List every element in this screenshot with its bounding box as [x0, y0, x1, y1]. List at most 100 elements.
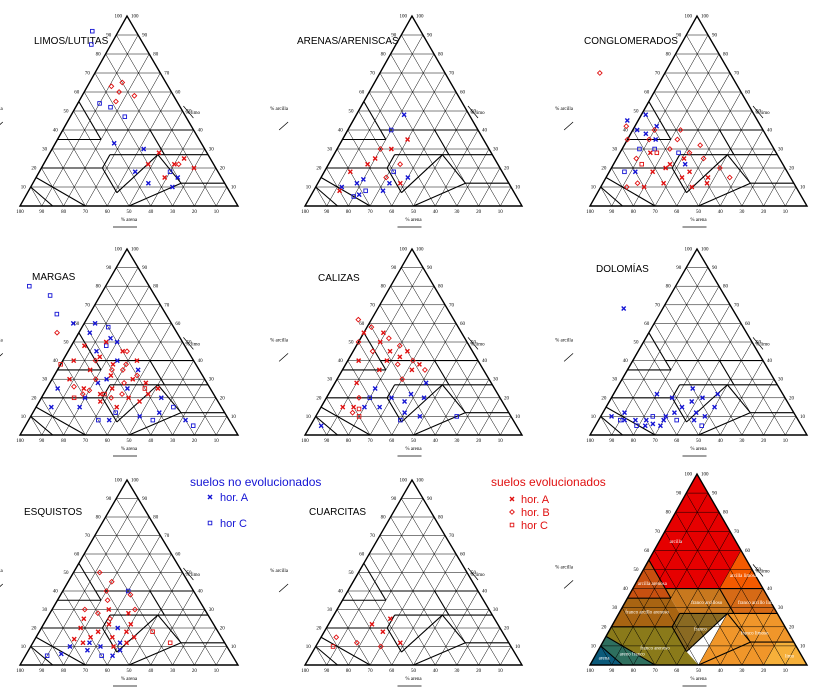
data-point	[663, 165, 669, 171]
data-point	[663, 413, 669, 419]
tick-label-clay: 50	[64, 571, 70, 576]
texture-boundary	[157, 154, 182, 184]
tick-label-clay: 70	[655, 530, 661, 535]
legend-marker	[509, 496, 515, 502]
data-point	[340, 404, 346, 410]
tick-label-sand: 90	[609, 210, 615, 215]
tick-label-clay: 50	[349, 341, 355, 346]
tick-label-sand: 60	[674, 439, 680, 444]
tick-label-silt: 100	[131, 479, 139, 484]
texture-boundary	[95, 129, 102, 140]
tick-label-sand: 80	[61, 210, 67, 215]
data-point	[126, 395, 132, 401]
grid-line-sand	[621, 379, 656, 436]
data-point	[651, 127, 658, 133]
grid-line-silt	[172, 148, 205, 207]
texture-label: arena	[599, 656, 611, 661]
arrow-limo	[467, 337, 479, 350]
tick-label-silt: 70	[164, 534, 170, 539]
tick-label-clay: 80	[666, 511, 672, 516]
texture-boundary	[128, 642, 182, 666]
data-point	[67, 644, 73, 649]
tick-label-sand: 80	[631, 210, 637, 215]
data-point	[121, 379, 128, 386]
data-point	[114, 404, 120, 410]
arrow-arcilla	[278, 353, 289, 362]
tick-label-sand: 20	[761, 210, 767, 215]
data-point	[99, 653, 104, 659]
tick-label-sand: 20	[192, 439, 198, 444]
axis-label-arcilla: % arcilla	[0, 569, 3, 574]
tick-label-clay: 60	[359, 553, 365, 558]
data-point	[365, 161, 371, 167]
tick-label-silt: 30	[209, 148, 215, 153]
data-point	[417, 413, 423, 419]
tick-label-sand: 40	[718, 669, 724, 674]
tick-label-silt: 60	[460, 322, 466, 327]
data-point	[396, 342, 403, 349]
grid-line-silt	[369, 535, 446, 666]
axis-label-arcilla: % arcilla	[270, 569, 289, 574]
panel-title: MARGAS	[32, 272, 76, 283]
tick-label-silt: 50	[187, 571, 193, 576]
grid-line-silt	[128, 572, 183, 666]
grid-line-silt	[741, 379, 775, 436]
tick-label-clay: 20	[31, 627, 37, 632]
data-point	[87, 367, 93, 373]
texture-boundary	[320, 406, 371, 436]
tick-label-silt: 40	[767, 129, 773, 134]
data-point	[609, 413, 615, 419]
axis-label-arcilla: % arcilla	[555, 565, 574, 570]
texture-boundary	[315, 646, 338, 666]
tick-label-sand: 90	[324, 439, 330, 444]
data-point	[679, 175, 685, 180]
texture-boundary	[648, 332, 666, 361]
tick-label-sand: 100	[16, 439, 24, 444]
texture-label: franco arcilloso	[691, 601, 723, 606]
data-point	[398, 417, 403, 423]
data-point	[355, 339, 362, 345]
tick-label-silt: 20	[789, 396, 795, 401]
tick-label-sand: 90	[609, 439, 615, 444]
tick-label-sand: 50	[127, 669, 133, 674]
tick-label-silt: 100	[416, 479, 424, 484]
texture-boundary	[726, 613, 751, 643]
texture-boundary	[671, 154, 681, 169]
tick-label-clay: 20	[601, 167, 607, 172]
data-point	[657, 423, 663, 429]
tick-label-sand: 90	[324, 210, 330, 215]
tick-label-clay: 70	[655, 303, 661, 308]
texture-label: franco arcillo limoso	[738, 601, 780, 606]
tick-label-silt: 30	[778, 148, 784, 153]
grid-line-silt	[215, 186, 228, 207]
data-point	[397, 180, 403, 186]
tick-label-clay: 100	[115, 15, 123, 20]
tick-label-silt: 50	[471, 110, 477, 115]
tick-label-silt: 80	[438, 516, 444, 521]
tick-label-clay: 100	[115, 479, 123, 484]
data-point	[377, 404, 383, 410]
tick-label-silt: 30	[778, 378, 784, 383]
tick-label-silt: 80	[153, 285, 159, 290]
data-point	[622, 169, 627, 175]
tick-label-sand: 10	[783, 669, 789, 674]
data-point	[637, 146, 642, 152]
grid-line-silt	[741, 607, 775, 666]
grid-line-silt	[500, 646, 512, 666]
grid-line-sand	[336, 148, 371, 207]
tick-label-clay: 10	[21, 186, 27, 191]
data-point	[650, 414, 656, 419]
grid-line-sand	[336, 609, 371, 666]
data-point	[356, 394, 362, 401]
tick-label-sand: 20	[192, 210, 198, 215]
tick-label-clay: 20	[31, 396, 37, 401]
texture-boundary	[671, 613, 681, 628]
data-point	[111, 140, 117, 146]
data-point	[108, 104, 113, 110]
tick-label-sand: 50	[127, 439, 133, 444]
data-point	[409, 367, 415, 373]
data-point	[405, 175, 411, 180]
data-point	[54, 311, 60, 317]
tick-label-clay: 70	[85, 534, 91, 539]
tick-label-sand: 60	[389, 669, 395, 674]
